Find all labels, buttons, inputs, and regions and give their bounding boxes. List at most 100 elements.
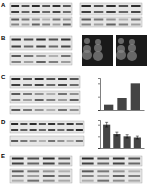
axis-line <box>98 121 101 149</box>
bar <box>104 105 113 110</box>
band <box>113 158 125 160</box>
bar-chart <box>98 79 145 111</box>
band <box>42 19 50 21</box>
cell <box>128 44 136 52</box>
band <box>30 140 37 142</box>
band <box>131 5 140 7</box>
bar <box>117 98 126 110</box>
band <box>36 55 45 57</box>
blot-frame <box>10 17 72 27</box>
band <box>48 140 55 142</box>
band <box>43 163 55 165</box>
band <box>42 11 50 13</box>
blot-frame <box>10 136 84 146</box>
band <box>106 24 115 26</box>
tick-mark <box>98 136 100 137</box>
band <box>48 123 55 125</box>
band <box>97 158 109 160</box>
band <box>81 5 90 7</box>
bar-chart <box>98 121 145 149</box>
band <box>12 170 24 172</box>
band <box>11 129 18 131</box>
tick-mark <box>98 110 100 111</box>
blot <box>10 169 72 183</box>
blot <box>80 169 142 183</box>
band <box>46 93 55 95</box>
band <box>128 180 140 182</box>
blot-frame <box>80 17 142 27</box>
band <box>57 123 64 125</box>
band <box>131 19 140 21</box>
band <box>82 163 94 165</box>
blot-frame <box>80 156 142 166</box>
band <box>11 24 19 26</box>
band <box>12 163 24 165</box>
band <box>82 180 94 182</box>
cell <box>127 51 137 61</box>
blot-frame <box>10 3 72 15</box>
tick <box>98 83 100 84</box>
band <box>70 93 79 95</box>
band <box>67 140 74 142</box>
band <box>58 78 67 80</box>
plot-area <box>104 83 140 110</box>
band <box>35 109 44 111</box>
band <box>49 55 58 57</box>
band <box>11 140 18 142</box>
band <box>128 163 140 165</box>
y-axis <box>98 79 101 111</box>
band <box>119 24 128 26</box>
band <box>81 11 90 13</box>
band <box>113 180 125 182</box>
band <box>27 158 39 160</box>
tick <box>98 148 100 149</box>
band <box>11 55 20 57</box>
band <box>39 123 46 125</box>
blot <box>10 3 72 15</box>
band <box>11 11 19 13</box>
band <box>11 39 20 41</box>
band <box>53 19 61 21</box>
band <box>11 93 20 95</box>
band <box>43 170 55 172</box>
error-bar <box>126 135 129 138</box>
blot-frame <box>10 91 80 103</box>
band <box>22 24 30 26</box>
band <box>32 24 40 26</box>
blot <box>80 17 142 27</box>
band <box>82 170 94 172</box>
band <box>11 78 20 80</box>
tick-mark <box>98 97 100 98</box>
blot-frame <box>80 3 142 15</box>
band <box>58 109 67 111</box>
band <box>36 61 45 63</box>
band <box>23 78 32 80</box>
axis-line <box>98 79 101 111</box>
band <box>58 93 67 95</box>
band <box>22 11 30 13</box>
band <box>11 109 20 111</box>
band <box>128 158 140 160</box>
band <box>11 84 20 86</box>
cell <box>94 44 102 52</box>
band <box>58 175 70 177</box>
band <box>43 180 55 182</box>
band <box>46 84 55 86</box>
band <box>27 170 39 172</box>
cell <box>129 39 135 45</box>
band <box>20 129 27 131</box>
band <box>53 5 61 7</box>
band <box>119 19 128 21</box>
blot-frame <box>80 169 142 183</box>
blot <box>10 121 84 133</box>
band <box>11 61 20 63</box>
blot-frame <box>10 106 80 114</box>
band <box>67 129 74 131</box>
band <box>23 109 32 111</box>
band <box>67 123 74 125</box>
band <box>49 46 58 48</box>
band <box>61 39 70 41</box>
band <box>43 158 55 160</box>
blot-frame <box>10 169 72 183</box>
band <box>39 140 46 142</box>
